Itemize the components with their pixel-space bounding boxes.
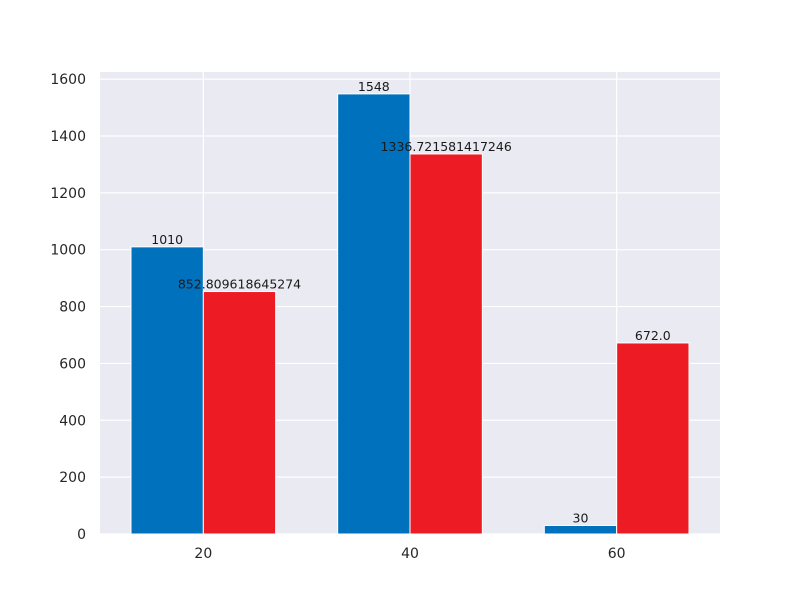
- bar: [337, 93, 411, 535]
- y-tick-label: 200: [59, 470, 86, 486]
- data-label: 1010: [151, 232, 183, 247]
- y-tick-label: 1200: [50, 186, 86, 202]
- y-tick-label: 600: [59, 356, 86, 372]
- y-tick-label: 0: [77, 527, 86, 543]
- bars: [130, 93, 690, 535]
- x-tick-labels: 20 40 60: [194, 546, 625, 562]
- x-tick-label: 60: [608, 546, 626, 562]
- y-tick-label: 1600: [50, 72, 86, 88]
- x-tick-label: 40: [401, 546, 419, 562]
- bar: [409, 153, 483, 535]
- y-tick-label: 400: [59, 413, 86, 429]
- y-tick-label: 800: [59, 300, 86, 316]
- bar: [130, 246, 204, 535]
- data-label: 1336.721581417246: [381, 139, 512, 154]
- data-label: 672.0: [635, 328, 671, 343]
- data-label: 30: [573, 510, 589, 525]
- y-tick-label: 1000: [50, 243, 86, 259]
- x-tick-label: 20: [194, 546, 212, 562]
- bar: [543, 524, 618, 535]
- data-label: 852.809618645274: [178, 277, 301, 292]
- data-labels: 1010 852.809618645274 1548 1336.72158141724…: [151, 79, 671, 526]
- bar: [616, 342, 690, 535]
- y-tick-labels: 0 200 400 600 800 1000 1200 1400 1600: [50, 72, 86, 543]
- y-tick-label: 1400: [50, 129, 86, 145]
- data-label: 1548: [358, 79, 390, 94]
- bar: [202, 291, 277, 535]
